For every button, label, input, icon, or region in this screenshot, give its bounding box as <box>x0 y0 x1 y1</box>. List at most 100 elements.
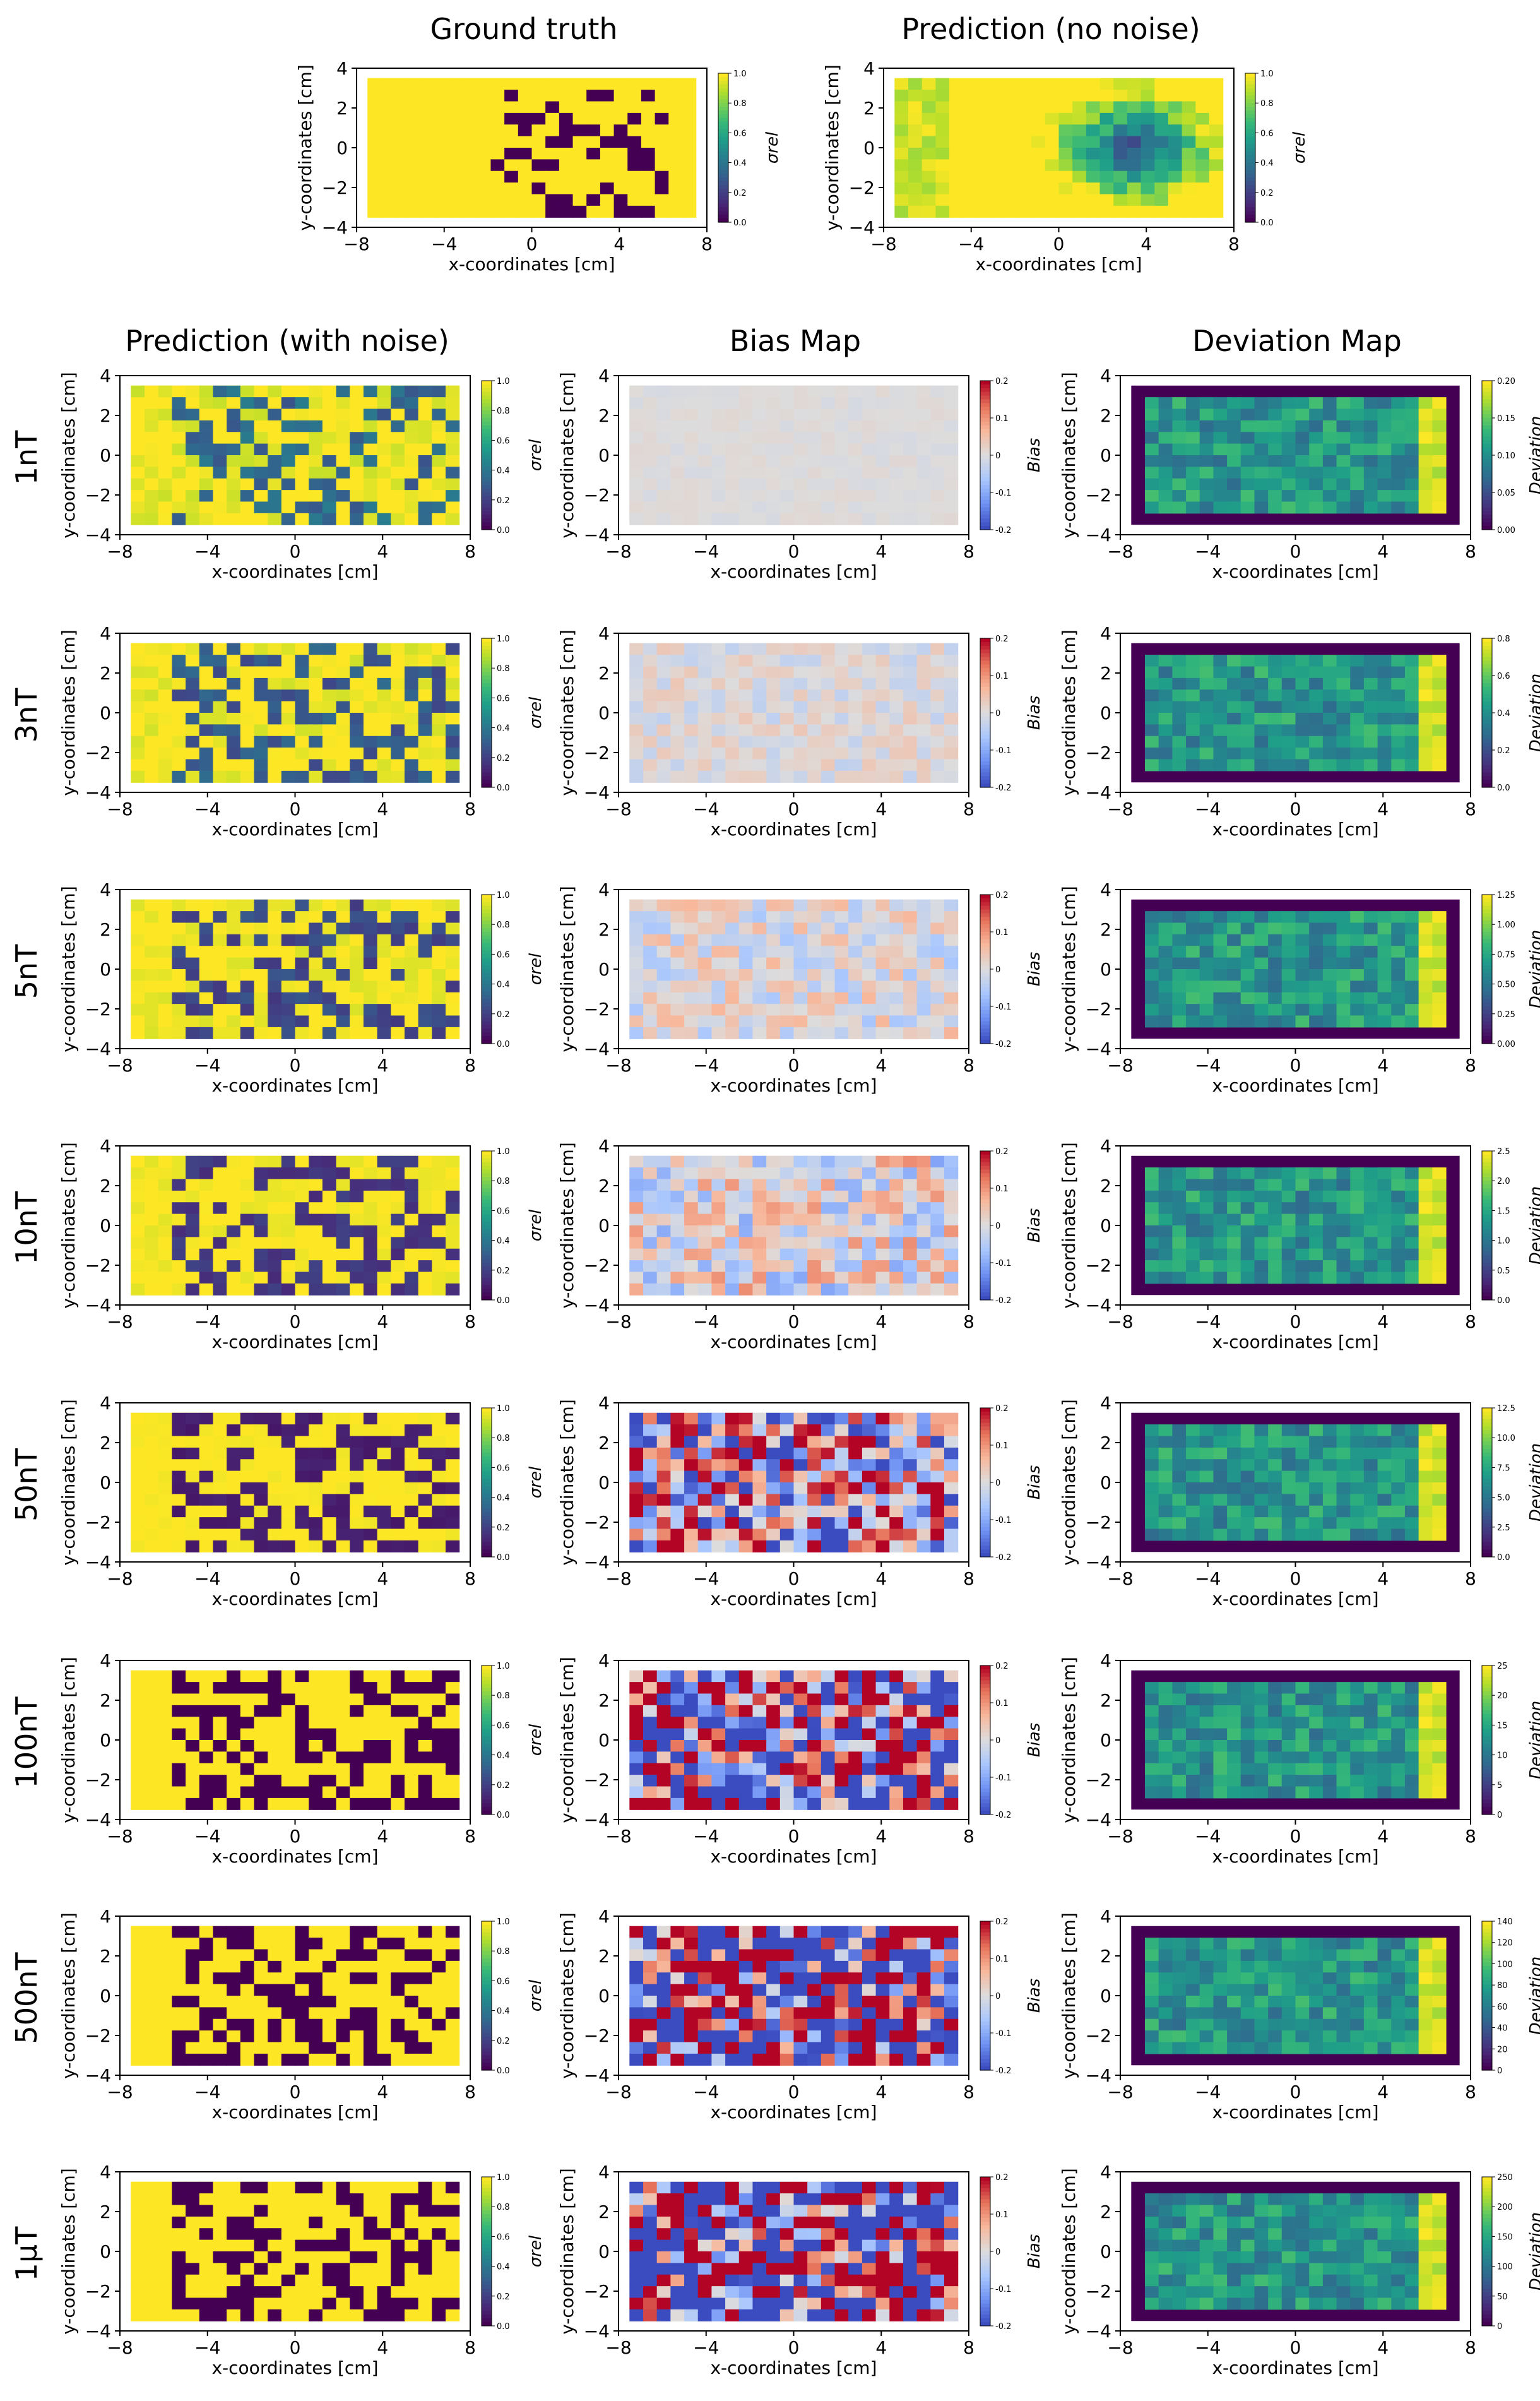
colorbar-tick-label: 0.2 <box>497 754 510 763</box>
colorbar-segment <box>1482 958 1492 962</box>
heatmap-cell <box>613 159 628 172</box>
heatmap-cell <box>227 655 241 667</box>
heatmap-cell <box>752 420 767 432</box>
heatmap-cell <box>1186 1260 1200 1273</box>
colorbar-segment <box>1482 496 1492 501</box>
x-tick-label: −8 <box>605 1311 631 1332</box>
heatmap-cell <box>725 969 740 981</box>
heatmap-cell <box>697 408 713 421</box>
heatmap-cell <box>1281 443 1296 456</box>
colorbar-segment <box>1482 474 1492 478</box>
heatmap-cell <box>158 1424 172 1437</box>
heatmap-cell <box>711 443 726 456</box>
heatmap-cell <box>213 770 227 783</box>
heatmap-cell <box>186 1202 200 1215</box>
heatmap-cell <box>131 957 145 970</box>
heatmap-cell <box>697 1260 713 1273</box>
heatmap-cell <box>752 701 767 713</box>
colorbar-segment <box>980 1222 990 1226</box>
heatmap-cell <box>199 677 214 690</box>
heatmap-cell <box>1172 1004 1187 1016</box>
heatmap-cell <box>684 1190 699 1203</box>
x-tick-label: 8 <box>1465 1311 1476 1332</box>
heatmap-cell <box>350 677 364 690</box>
heatmap-cell <box>391 736 405 748</box>
colorbar-segment <box>980 768 990 773</box>
heatmap-cell <box>916 420 931 432</box>
heatmap-cell <box>944 1237 959 1249</box>
heatmap-cell <box>463 101 478 114</box>
heatmap-cell <box>350 490 364 503</box>
heatmap-cell <box>779 455 795 467</box>
y-tick-label: 2 <box>598 919 610 940</box>
heatmap-cell <box>1099 112 1114 125</box>
colorbar-segment <box>482 1162 492 1167</box>
heatmap-cell <box>670 980 685 993</box>
heatmap-cell <box>295 1202 309 1215</box>
colorbar-segment <box>718 203 728 208</box>
heatmap-cell <box>377 689 391 702</box>
heatmap-cell <box>752 899 767 912</box>
colorbar-segment <box>980 1032 990 1037</box>
heatmap-cell <box>186 666 200 679</box>
heatmap-cell <box>894 101 909 114</box>
heatmap-cell <box>172 1027 186 1039</box>
heatmap-cell <box>1140 136 1155 148</box>
heatmap-cell <box>363 490 378 503</box>
heatmap-cell <box>1281 467 1296 479</box>
heatmap-cell <box>1172 1260 1187 1273</box>
heatmap-cell <box>668 205 683 218</box>
heatmap-cell <box>559 148 574 160</box>
heatmap-cell <box>793 1015 808 1028</box>
heatmap-cell <box>697 443 713 456</box>
colorbar-segment <box>1245 177 1255 182</box>
heatmap-cell <box>894 170 909 183</box>
heatmap-cell <box>670 1248 685 1261</box>
y-tick-label: 0 <box>100 703 111 724</box>
heatmap-cell <box>1045 90 1060 102</box>
heatmap-cell <box>1099 90 1114 102</box>
heatmap-cell <box>889 736 904 748</box>
heatmap-cell <box>432 1167 446 1180</box>
x-axis-label: x-coordinates [cm] <box>1212 819 1378 840</box>
heatmap-cell <box>1213 467 1228 479</box>
heatmap-cell <box>367 182 382 195</box>
heatmap-cell <box>131 713 145 725</box>
heatmap-cell <box>921 148 936 160</box>
heatmap-cell <box>1391 1179 1406 1191</box>
heatmap-cell <box>145 770 159 783</box>
colorbar-segment <box>482 1285 492 1289</box>
heatmap-cell <box>1186 689 1200 702</box>
heatmap-cell <box>682 205 697 218</box>
heatmap-cell <box>172 467 186 479</box>
heatmap-cell <box>158 1260 172 1273</box>
heatmap-cell <box>295 992 309 1004</box>
x-axis-label: x-coordinates [cm] <box>710 819 877 840</box>
heatmap-cell <box>711 1237 726 1249</box>
heatmap-cell <box>531 194 546 206</box>
heatmap-cell <box>322 513 337 525</box>
heatmap-cell <box>418 655 432 667</box>
heatmap-cell <box>656 759 671 772</box>
colorbar-segment <box>980 641 990 646</box>
heatmap-cell <box>432 397 446 410</box>
colorbar-frame <box>1481 1150 1493 1301</box>
heatmap-cell <box>295 911 309 924</box>
heatmap-cell <box>1004 101 1019 114</box>
colorbar-segment <box>482 458 492 463</box>
heatmap-cell <box>377 748 391 760</box>
colorbar-segment <box>1482 384 1492 389</box>
heatmap-cell <box>1309 969 1324 981</box>
heatmap-cell <box>322 759 337 772</box>
heatmap-cell <box>738 701 754 713</box>
heatmap-cell <box>820 992 836 1004</box>
heatmap-cell <box>572 112 587 125</box>
heatmap-cell <box>1350 490 1365 503</box>
colorbar-tick-label: 0.4 <box>1497 709 1510 718</box>
heatmap-cell <box>213 1424 227 1437</box>
heatmap-cell <box>158 1248 172 1261</box>
heatmap-cell <box>281 432 296 444</box>
heatmap-cell <box>1004 159 1019 172</box>
heatmap-cell <box>629 467 644 479</box>
